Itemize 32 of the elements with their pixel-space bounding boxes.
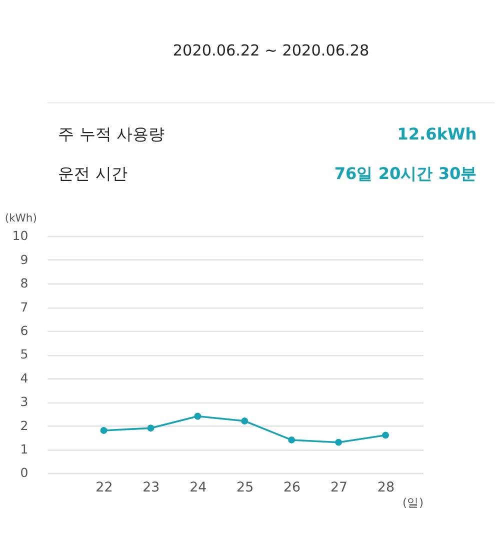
- point: [335, 438, 342, 446]
- y-tick-label: 0: [20, 465, 28, 480]
- x-tick-label: 25: [236, 480, 254, 496]
- point: [241, 418, 248, 424]
- y-tick-label: 8: [20, 276, 28, 291]
- y-tick-label: 9: [20, 252, 28, 267]
- x-axis-title: (일): [402, 496, 424, 510]
- y-tick-label: 10: [12, 228, 28, 244]
- y-tick-label: 6: [20, 322, 28, 338]
- chart-title: 2020.06.22 ~ 2020.06.28: [172, 41, 370, 60]
- point: [147, 424, 154, 432]
- point: [100, 427, 108, 434]
- x-tick-label: 27: [330, 480, 348, 496]
- y-tick-label: 1: [20, 441, 28, 456]
- y-tick-label: 5: [20, 346, 28, 362]
- point: [288, 436, 296, 444]
- text: 12.6kWh: [397, 124, 477, 144]
- x-tick-label: 23: [142, 480, 160, 496]
- point: [194, 412, 202, 420]
- x-tick-label: 24: [190, 480, 207, 496]
- text: 주 누적 사용량: [58, 124, 164, 144]
- y-axis-title: (kWh): [4, 211, 37, 224]
- x-tick-label: 28: [377, 480, 394, 496]
- x-tick-label: 22: [96, 480, 113, 496]
- text: 운전 시간: [58, 164, 128, 183]
- y-tick-label: 4: [20, 370, 28, 386]
- y-tick-label: 7: [20, 299, 28, 314]
- y-tick-label: 2: [20, 418, 28, 433]
- x-tick-label: 26: [284, 480, 301, 496]
- y-tick-label: 3: [20, 394, 28, 410]
- text: 76일 20시간 30분: [334, 164, 477, 183]
- point: [382, 432, 389, 439]
